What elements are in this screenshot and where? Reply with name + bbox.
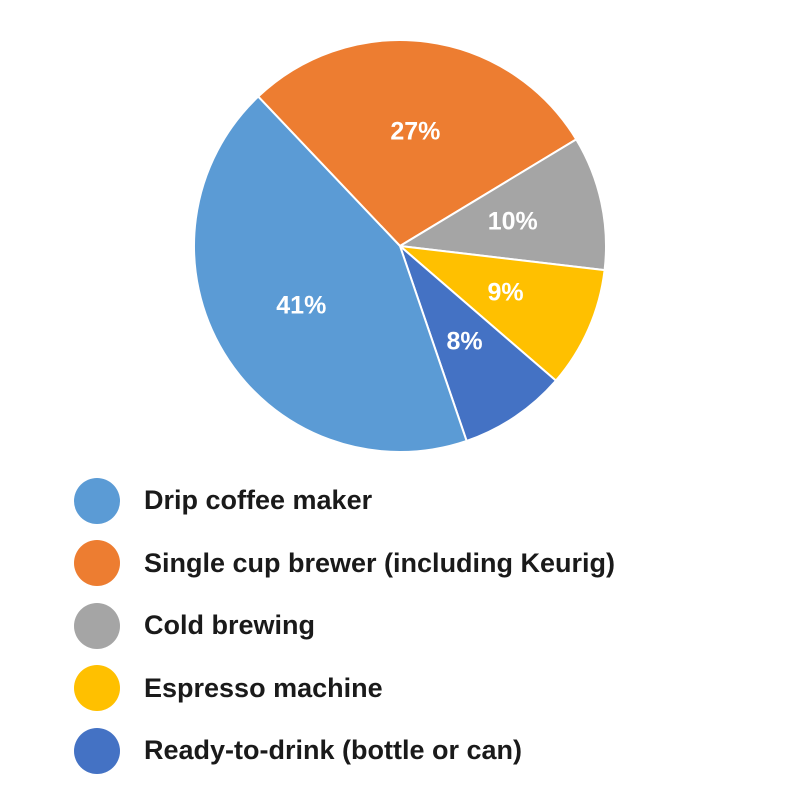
slice-label-drip-coffee-maker: 41% bbox=[276, 292, 326, 320]
legend-item-espresso-machine: Espresso machine bbox=[74, 665, 615, 712]
legend-swatch bbox=[74, 477, 120, 524]
legend-label: Espresso machine bbox=[144, 672, 383, 703]
legend-label: Cold brewing bbox=[144, 610, 315, 640]
legend-label: Single cup brewer (including Keurig) bbox=[144, 547, 616, 578]
slice-label-espresso-machine: 9% bbox=[488, 278, 524, 306]
legend-label: Ready-to-drink (bottle or can) bbox=[144, 735, 523, 765]
legend: Drip coffee maker Single cup brewer (incl… bbox=[74, 477, 615, 790]
legend-item-single-cup-brewer-including-keurig: Single cup brewer (including Keurig) bbox=[74, 540, 615, 587]
pie-slice-drip-coffee-maker bbox=[193, 95, 468, 453]
slice-label-cold-brewing: 10% bbox=[488, 208, 538, 236]
pie-chart: 27% 10% 9%8% 41% bbox=[193, 39, 607, 453]
slice-label-ready-to-drink-bottle-or-can: 8% bbox=[446, 328, 482, 356]
pie-slice-single-cup-brewer-including-keurig bbox=[257, 39, 578, 247]
legend-label: Drip coffee maker bbox=[144, 485, 373, 515]
legend-item-ready-to-drink-bottle-or-can: Ready-to-drink (bottle or can) bbox=[74, 727, 615, 774]
legend-swatch bbox=[74, 665, 120, 711]
legend-swatch bbox=[74, 602, 120, 649]
legend-swatch bbox=[74, 540, 120, 586]
legend-swatch bbox=[74, 727, 120, 774]
pie-slice-ready-to-drink-bottle-or-can bbox=[399, 245, 557, 442]
pie-slice-labels: 27% 10% 9%8% 41% bbox=[276, 118, 537, 356]
pie-slice-espresso-machine bbox=[399, 245, 606, 382]
legend-item-cold-brewing: Cold brewing bbox=[74, 602, 615, 649]
legend-item-drip-coffee-maker: Drip coffee maker bbox=[74, 477, 615, 524]
slice-label-single-cup-brewer-including-keurig: 27% bbox=[390, 118, 440, 146]
pie-slice-cold-brewing bbox=[399, 138, 607, 272]
pie-slices bbox=[193, 39, 607, 453]
